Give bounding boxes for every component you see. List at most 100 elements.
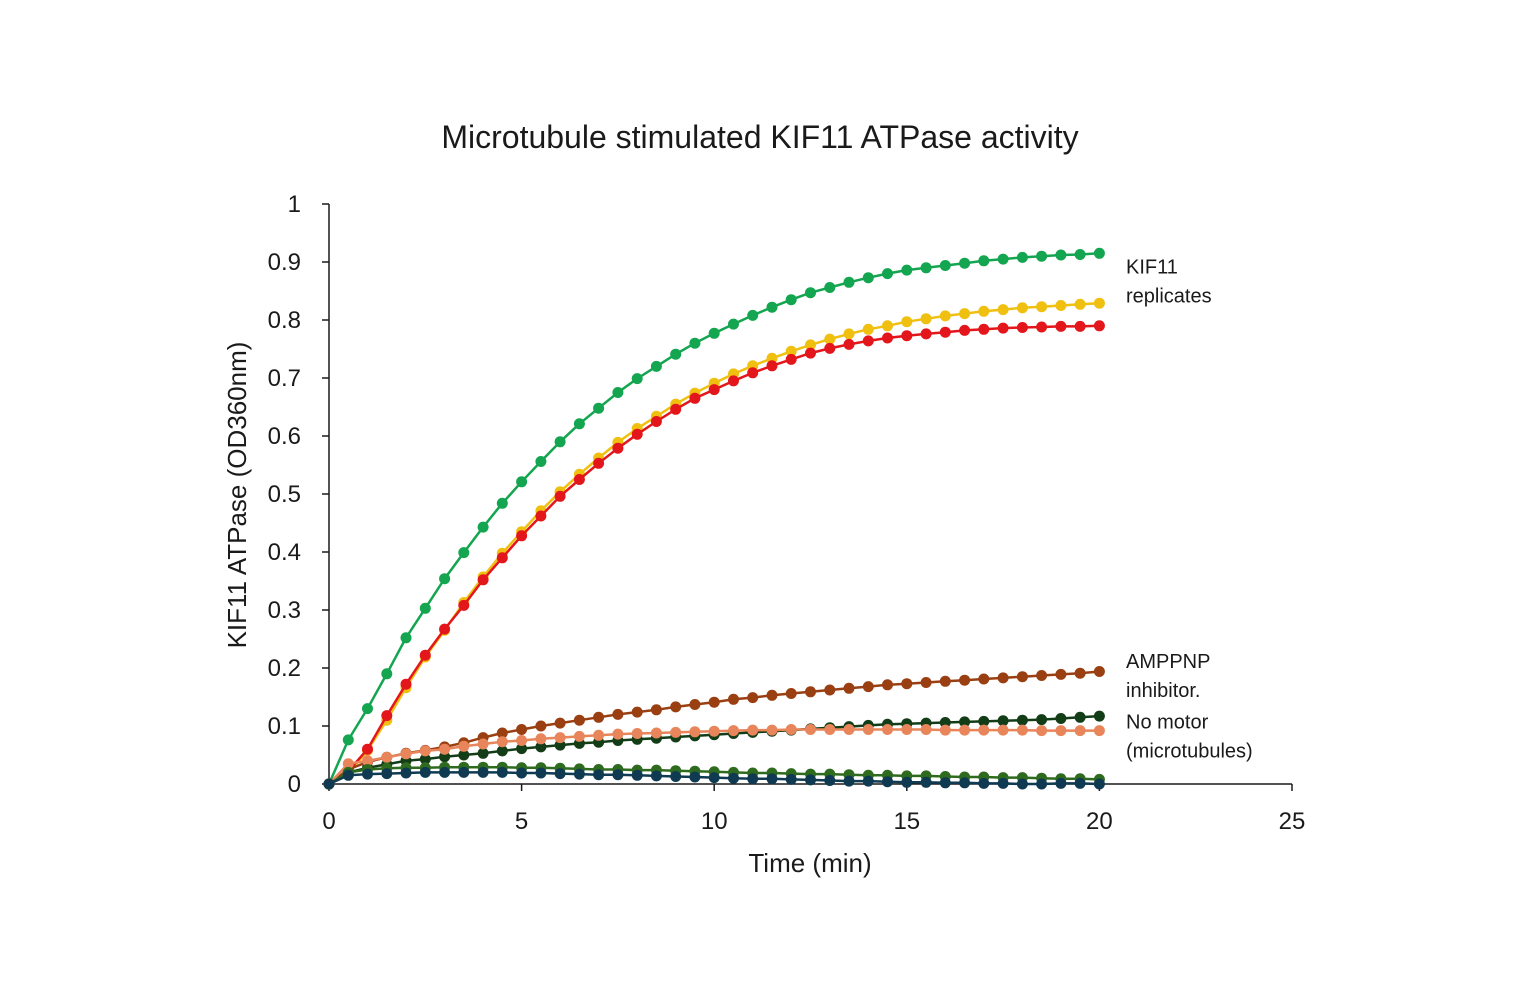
data-point [458, 599, 470, 611]
y-tick-label: 0.6 [268, 423, 301, 450]
data-point [708, 696, 720, 708]
data-point [1093, 320, 1105, 332]
data-point [689, 699, 701, 710]
data-point [650, 416, 662, 427]
data-point [573, 730, 585, 742]
data-point [670, 348, 682, 360]
data-point [650, 727, 662, 739]
y-tick-label: 0.9 [268, 249, 301, 276]
data-point [1055, 777, 1067, 789]
data-point [593, 457, 605, 469]
data-point [631, 428, 643, 440]
annotations: KIF11 replicates AMPPNP inhibitor. No motor (… [1126, 257, 1253, 763]
data-point [573, 714, 585, 726]
data-point [1036, 714, 1048, 726]
data-point [997, 715, 1009, 727]
data-point [516, 724, 528, 735]
data-point [824, 342, 836, 354]
data-point [573, 418, 585, 430]
data-point [959, 724, 971, 736]
data-point [419, 602, 431, 614]
data-point [535, 767, 547, 779]
annotation-label: KIF11 [1126, 257, 1178, 279]
data-point [612, 728, 624, 740]
data-point [997, 777, 1009, 789]
data-point [824, 333, 836, 345]
data-point [1074, 320, 1086, 332]
data-point [939, 724, 951, 736]
data-point [458, 749, 470, 761]
data-point [843, 724, 855, 735]
data-point [593, 769, 605, 781]
data-point [862, 335, 874, 347]
data-point [843, 682, 855, 694]
data-point [882, 679, 893, 691]
annotation-label: inhibitor. [1126, 680, 1201, 702]
data-point [862, 323, 874, 335]
data-point [362, 768, 373, 780]
data-point [554, 732, 566, 744]
data-point [477, 766, 489, 778]
data-point [862, 272, 874, 284]
data-point [516, 476, 528, 488]
data-point [747, 367, 759, 379]
data-point [1074, 249, 1086, 260]
data-point [805, 774, 816, 786]
data-point [766, 689, 778, 701]
data-point [554, 436, 566, 448]
data-point [477, 738, 489, 750]
data-point [631, 373, 643, 385]
axes: 0 5 10 15 20 25 0 0.1 0.2 0.3 0.4 0.5 0.6 0.7 0.8 0.9 1 [268, 191, 1306, 835]
data-point [1016, 778, 1028, 790]
data-point [901, 316, 913, 328]
data-point [535, 510, 547, 522]
data-point [1016, 724, 1028, 736]
data-point [496, 727, 508, 739]
data-point [920, 328, 932, 340]
data-point [439, 573, 451, 585]
data-point [785, 294, 797, 306]
data-point [573, 768, 585, 780]
data-point [882, 320, 893, 332]
data-point [342, 734, 354, 746]
data-point [400, 678, 412, 690]
data-point [1036, 321, 1048, 333]
x-tick-label: 0 [322, 808, 335, 835]
data-point [439, 743, 451, 755]
chart-title: Microtubule stimulated KIF11 ATPase acti… [441, 119, 1078, 155]
data-point [959, 777, 971, 789]
data-point [496, 497, 508, 509]
data-point [805, 686, 816, 698]
data-point [342, 758, 354, 770]
data-point [593, 711, 605, 723]
data-point [959, 308, 971, 320]
data-point [978, 323, 990, 335]
data-point [1074, 711, 1086, 723]
data-point [458, 740, 470, 752]
data-point [862, 724, 874, 735]
data-point [785, 345, 797, 357]
annotation-label: replicates [1126, 286, 1212, 308]
data-point [978, 777, 990, 789]
data-point [785, 724, 797, 735]
data-point [997, 304, 1009, 316]
data-point [400, 767, 412, 779]
data-point [631, 728, 643, 739]
series-2 [323, 297, 1105, 790]
data-point [535, 456, 547, 467]
data-point [477, 521, 489, 533]
data-point [939, 326, 951, 338]
data-point [959, 257, 971, 269]
data-point [728, 725, 739, 737]
data-point [785, 353, 797, 365]
data-point [901, 330, 913, 342]
data-point [612, 708, 624, 720]
data-point [978, 255, 990, 267]
data-point [1016, 714, 1028, 726]
data-point [362, 755, 373, 767]
data-point [805, 724, 816, 735]
annotation-label: (microtubules) [1126, 740, 1253, 762]
data-point [400, 748, 412, 760]
data-point [381, 768, 393, 780]
x-tick-label: 5 [515, 808, 528, 835]
